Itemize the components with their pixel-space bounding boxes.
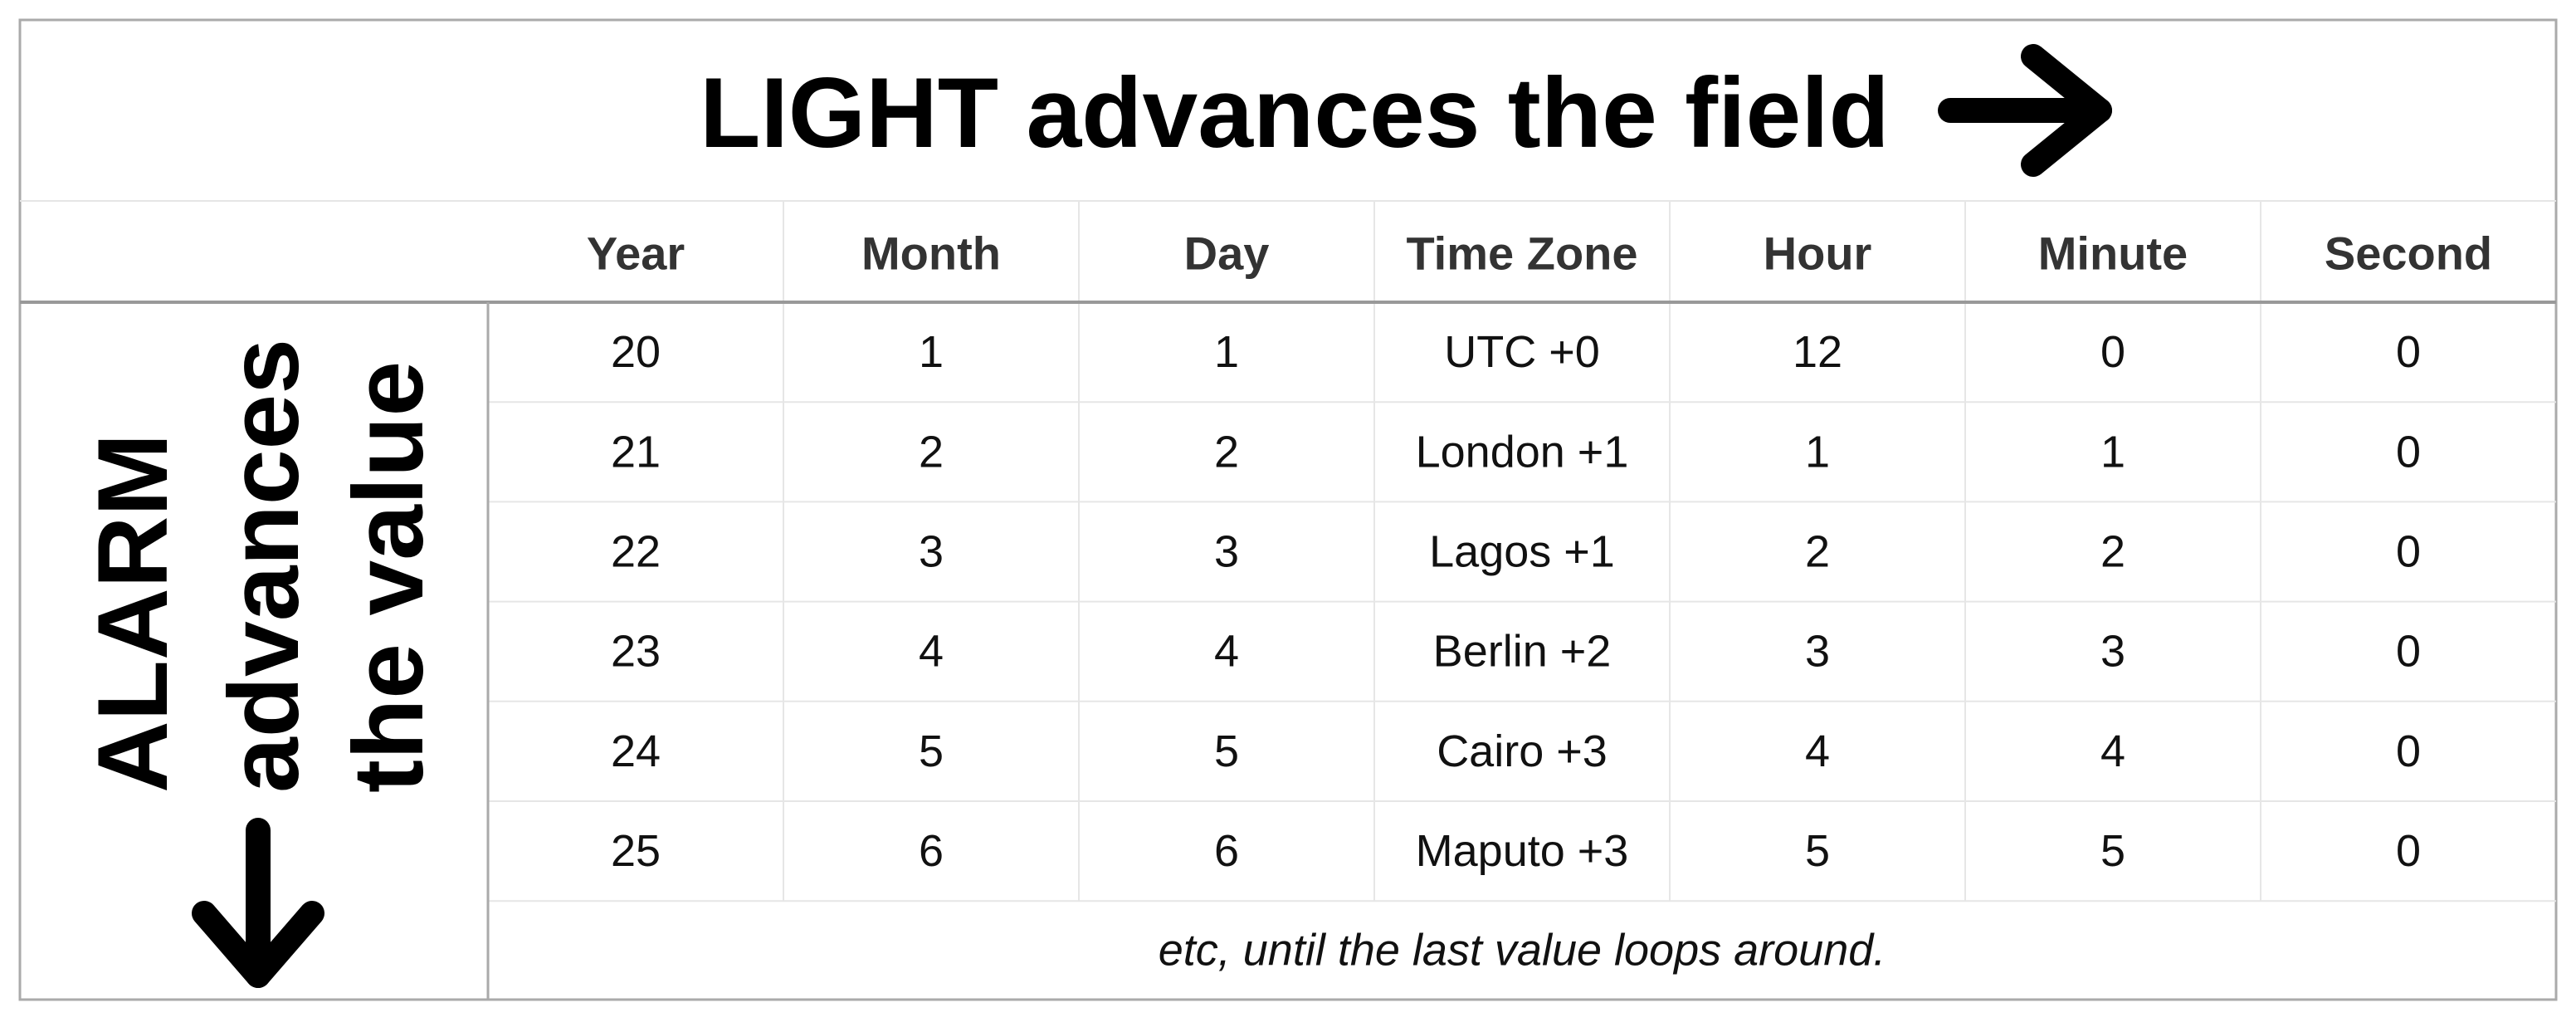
column-header: Month (861, 227, 1001, 280)
column-header: Day (1184, 227, 1270, 280)
cell: 4 (1214, 627, 1239, 677)
cell: 3 (1214, 527, 1239, 577)
cell: 0 (2396, 826, 2421, 876)
cell: 2 (1805, 527, 1830, 577)
cell: 3 (1805, 627, 1830, 677)
cell: 1 (919, 327, 944, 377)
cell: 6 (1214, 826, 1239, 876)
cell: 3 (919, 527, 944, 577)
column-header: Year (587, 227, 685, 280)
cell: 24 (611, 726, 661, 776)
cell: 22 (611, 527, 661, 577)
cell: Cairo +3 (1437, 726, 1608, 776)
cell: 5 (1805, 826, 1830, 876)
outer-border (18, 18, 2558, 1001)
cell: 6 (919, 826, 944, 876)
cell: Lagos +1 (1429, 527, 1615, 577)
cell: 4 (1805, 726, 1830, 776)
cell: 0 (2396, 327, 2421, 377)
cell: 0 (2396, 726, 2421, 776)
cell: 0 (2396, 427, 2421, 477)
right-arrow (1938, 44, 2112, 177)
cell: Maputo +3 (1416, 826, 1629, 876)
column-header: Minute (2038, 227, 2188, 280)
cell: 25 (611, 826, 661, 876)
cell: 1 (2100, 427, 2125, 477)
column-header: Hour (1764, 227, 1872, 280)
cell: 5 (919, 726, 944, 776)
side-label: ALARM (77, 433, 188, 793)
side-label: the value (333, 361, 444, 793)
cell: 0 (2396, 527, 2421, 577)
cell: 5 (2100, 826, 2125, 876)
cell: 1 (1805, 427, 1830, 477)
cell: 20 (611, 327, 661, 377)
column-header: Second (2325, 227, 2492, 280)
cell: UTC +0 (1444, 327, 1600, 377)
cell: 23 (611, 627, 661, 677)
column-header: Time Zone (1406, 227, 1637, 280)
footer-note: etc, until the last value loops around. (1159, 926, 1886, 976)
cell: Berlin +2 (1433, 627, 1612, 677)
cell: London +1 (1416, 427, 1629, 477)
cell: 0 (2396, 627, 2421, 677)
cell: 12 (1793, 327, 1842, 377)
down-arrow (192, 818, 324, 988)
cell: 4 (2100, 726, 2125, 776)
cell: 21 (611, 427, 661, 477)
cell: 3 (2100, 627, 2125, 677)
title: LIGHT advances the field (700, 57, 1890, 169)
cell: 4 (919, 627, 944, 677)
cell: 2 (2100, 527, 2125, 577)
cell: 0 (2100, 327, 2125, 377)
side-label: advances (208, 339, 320, 793)
cell: 2 (919, 427, 944, 477)
grid (20, 200, 2556, 1000)
cell: 1 (1214, 327, 1239, 377)
cell: 2 (1214, 427, 1239, 477)
cell: 5 (1214, 726, 1239, 776)
